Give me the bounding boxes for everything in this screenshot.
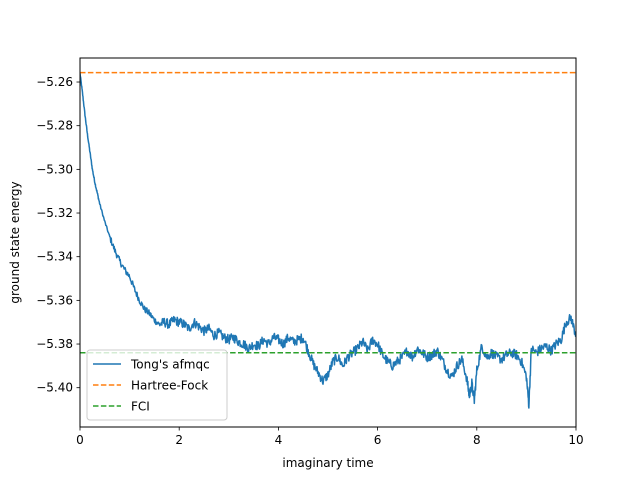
y-tick-label: −5.26 [36, 75, 73, 89]
x-axis-label: imaginary time [282, 456, 373, 470]
x-tick-label: 6 [374, 433, 382, 447]
y-tick-label: −5.34 [36, 250, 73, 264]
legend-box [86, 349, 228, 421]
x-tick-label: 10 [568, 433, 583, 447]
y-tick-label: −5.28 [36, 119, 73, 133]
x-tick-label: 8 [473, 433, 481, 447]
x-tick-label: 0 [76, 433, 84, 447]
legend: Tong's afmqc Hartree-Fock FCI [86, 349, 228, 421]
axes-frame [79, 57, 577, 428]
legend-entry-hartree-fock: Hartree-Fock [131, 379, 208, 393]
legend-entry-fci: FCI [131, 400, 150, 414]
y-tick-label: −5.36 [36, 293, 73, 307]
y-tick-label: −5.40 [36, 381, 73, 395]
series-line-tong-s-afmqc [80, 72, 576, 409]
y-tick-label: −5.32 [36, 206, 73, 220]
y-tick-label: −5.38 [36, 337, 73, 351]
y-tick-label: −5.30 [36, 162, 73, 176]
y-axis-label: ground state energy [8, 181, 22, 303]
x-axis-ticks: 0 2 4 6 8 10 [76, 427, 584, 447]
y-axis-ticks: −5.40 −5.38 −5.36 −5.34 −5.32 −5.30 −5.28 −5.26 [36, 75, 80, 395]
x-tick-label: 4 [275, 433, 283, 447]
x-tick-label: 2 [175, 433, 183, 447]
legend-entry-afmqc: Tong's afmqc [130, 358, 210, 372]
